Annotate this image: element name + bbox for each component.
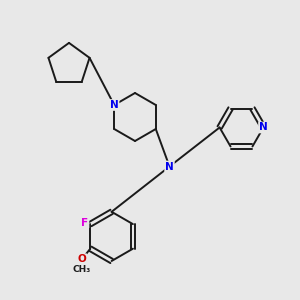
Text: CH₃: CH₃ (73, 265, 91, 274)
Text: N: N (259, 122, 268, 133)
Text: N: N (165, 161, 174, 172)
Text: O: O (77, 254, 86, 264)
Text: N: N (110, 100, 118, 110)
Text: F: F (81, 218, 88, 228)
